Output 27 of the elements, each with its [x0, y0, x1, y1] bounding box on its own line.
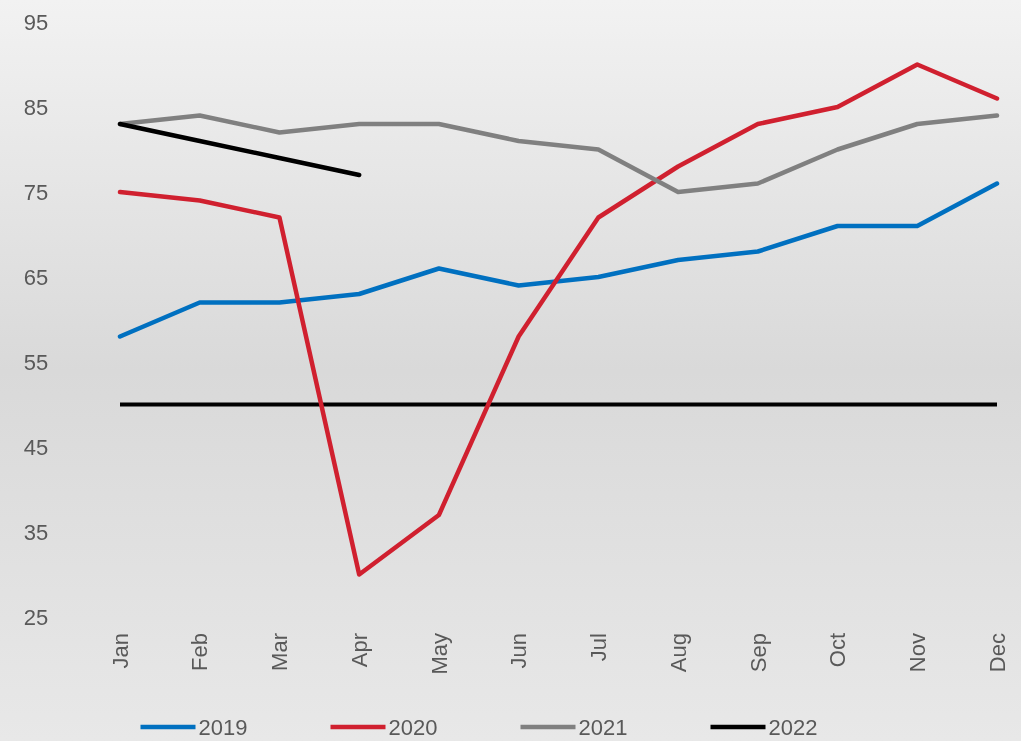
- legend-label: 2022: [768, 714, 818, 740]
- x-tick-label: Jan: [107, 633, 133, 669]
- y-tick-label: 25: [23, 604, 49, 630]
- x-tick-label: May: [426, 633, 452, 675]
- legend-label: 2021: [578, 714, 628, 740]
- x-tick-label: Aug: [665, 633, 691, 673]
- x-tick-label: Dec: [984, 633, 1010, 673]
- y-tick-label: 65: [23, 264, 49, 290]
- x-tick-label: Nov: [904, 633, 930, 673]
- line-series: [117, 121, 362, 178]
- y-tick-label: 95: [23, 9, 49, 35]
- y-tick-label: 75: [23, 179, 49, 205]
- x-tick-label: Sep: [745, 633, 771, 673]
- x-tick-label: Mar: [267, 633, 293, 671]
- x-tick-label: Jun: [506, 633, 532, 669]
- x-tick-label: Apr: [346, 633, 372, 668]
- line-series: [117, 181, 1000, 339]
- y-tick-label: 85: [23, 94, 49, 120]
- x-tick-label: Feb: [187, 633, 213, 671]
- x-tick-label: Jul: [586, 633, 612, 662]
- y-tick-label: 55: [23, 349, 49, 375]
- y-tick-label: 45: [23, 434, 49, 460]
- x-tick-label: Oct: [825, 633, 851, 668]
- line-series: [117, 62, 1000, 577]
- legend-label: 2020: [388, 714, 438, 740]
- legend-label: 2019: [198, 714, 248, 740]
- y-tick-label: 35: [23, 519, 49, 545]
